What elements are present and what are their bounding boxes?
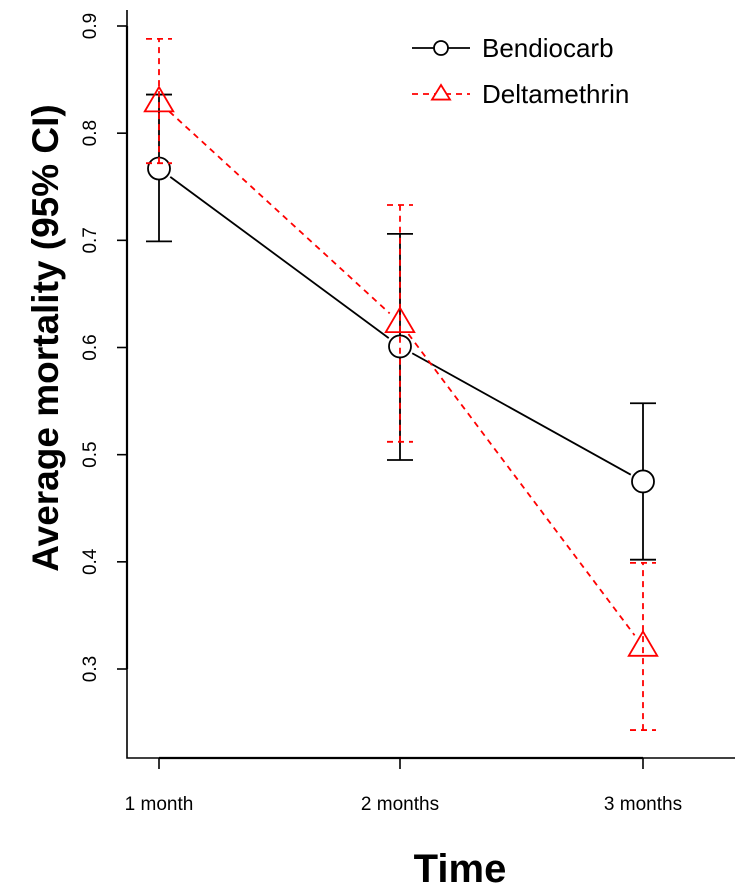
y-axis-title: Average mortality (95% CI) (25, 104, 66, 571)
data-point (388, 334, 412, 359)
series-line-segment (407, 333, 636, 636)
x-axis-title: Time (414, 847, 507, 890)
y-tick-label: 0.6 (80, 334, 101, 360)
data-point (143, 85, 175, 113)
legend-marker (433, 40, 449, 56)
data-point (627, 629, 659, 657)
legend-label: Bendiocarb (482, 33, 614, 63)
legend: Bendiocarb Deltamethrin (412, 33, 629, 109)
y-tick-label: 0.3 (80, 656, 101, 682)
legend-marker (430, 83, 452, 101)
data-point (384, 306, 416, 334)
x-tick-label: 3 months (604, 794, 682, 815)
legend-item-deltamethrin: Deltamethrin (412, 79, 629, 109)
y-tick-label: 0.7 (80, 227, 101, 253)
series-line-segment (411, 352, 632, 476)
series-deltamethrin (143, 37, 659, 731)
y-tick-label: 0.9 (80, 13, 101, 39)
x-tick-label: 2 months (361, 794, 439, 815)
legend-item-bendiocarb: Bendiocarb (412, 33, 614, 63)
data-point (631, 469, 655, 494)
series-line-segment (168, 110, 391, 315)
y-tick-label: 0.8 (80, 120, 101, 146)
x-tick-label: 1 month (125, 794, 194, 815)
legend-label: Deltamethrin (482, 79, 629, 109)
series-layer (143, 37, 659, 731)
axes: 0.3 0.4 0.5 0.6 0.7 0.8 0.9 1 month 2 months 3 mo… (80, 10, 735, 815)
series-line-segment (169, 176, 390, 339)
y-tick-label: 0.4 (80, 548, 101, 575)
y-tick-label: 0.5 (80, 441, 101, 467)
